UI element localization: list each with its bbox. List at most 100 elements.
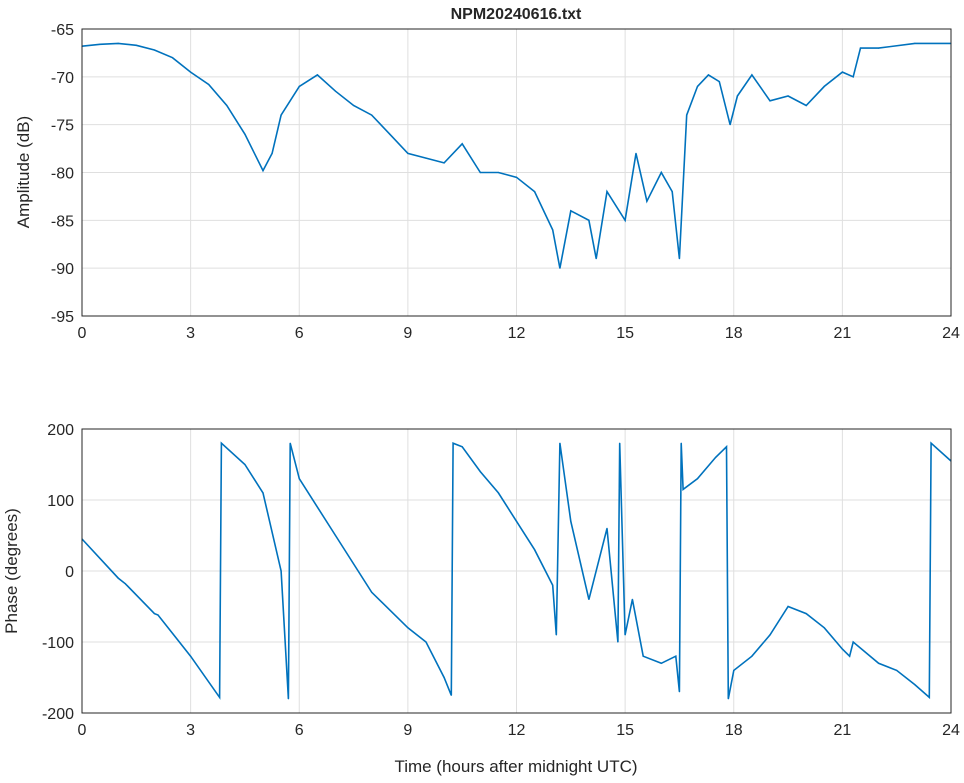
data-point [244, 463, 246, 466]
amplitude-ylabel: Amplitude (dB) [14, 116, 33, 228]
data-point [841, 648, 843, 650]
data-point [642, 655, 644, 657]
data-point [117, 577, 119, 579]
data-point [124, 583, 127, 585]
data-point [298, 85, 300, 87]
data-point [298, 478, 300, 480]
data-point [928, 696, 930, 698]
data-point [787, 95, 789, 97]
x-tick-label: 0 [78, 325, 87, 342]
data-point [588, 219, 590, 221]
data-point [117, 42, 119, 44]
data-point [725, 446, 728, 448]
axes-box [81, 428, 952, 714]
y-tick-label: -80 [51, 166, 74, 183]
data-point [896, 669, 898, 672]
x-tick-label: 3 [186, 325, 195, 342]
data-point [823, 85, 825, 87]
data-point [244, 133, 246, 135]
y-tick-label: 100 [47, 493, 74, 510]
x-tick-label: 21 [833, 722, 851, 739]
data-point [769, 100, 771, 102]
data-point [287, 698, 289, 700]
data-point [461, 446, 463, 448]
data-point [682, 488, 684, 490]
chart-title: NPM20240616.txt [451, 6, 582, 23]
y-tick-label: -90 [51, 261, 74, 278]
data-point [678, 258, 681, 260]
data-point [555, 634, 557, 636]
data-point [534, 191, 536, 193]
y-tick-label: -65 [51, 22, 74, 39]
data-point [407, 627, 409, 629]
data-point [425, 641, 427, 643]
data-point [497, 171, 499, 174]
y-tick-label: -70 [51, 70, 74, 87]
data-point [552, 229, 554, 231]
data-point [479, 471, 481, 473]
data-point [678, 691, 681, 693]
data-point [715, 456, 717, 458]
x-tick-label: 0 [78, 722, 87, 739]
y-tick-label: -75 [51, 118, 74, 135]
data-point [914, 42, 916, 44]
data-point [515, 520, 518, 522]
data-point [280, 114, 282, 116]
phase-axes: 0 3 6 9 12 15 18 21 24 -200 -100 0 100 200 [42, 422, 960, 739]
data-point [787, 605, 789, 608]
x-tick-label: 15 [616, 722, 634, 739]
y-tick-label: 200 [47, 422, 74, 439]
data-point [443, 676, 445, 679]
data-point [635, 152, 637, 154]
data-point [751, 655, 753, 657]
x-tick-label: 6 [295, 325, 304, 342]
x-tick-label: 9 [403, 722, 412, 739]
data-point [660, 171, 662, 174]
data-point [559, 442, 561, 444]
data-point [534, 549, 536, 551]
data-point [841, 71, 843, 73]
series-line-amplitude [81, 42, 951, 269]
data-point [280, 570, 282, 572]
y-tick-label: -85 [51, 213, 74, 230]
data-point [452, 442, 454, 444]
data-point [262, 169, 264, 172]
data-point [190, 655, 192, 657]
data-point [190, 71, 192, 73]
x-tick-label: 12 [508, 722, 526, 739]
data-point [707, 74, 710, 76]
data-point [371, 591, 373, 593]
data-point [805, 613, 807, 615]
data-point [515, 176, 518, 178]
data-point [751, 74, 753, 76]
data-point [135, 44, 137, 46]
data-point [849, 655, 851, 657]
data-point [727, 698, 729, 700]
data-point [675, 655, 677, 657]
data-point [461, 143, 463, 145]
data-point [852, 76, 854, 78]
data-point [671, 191, 673, 193]
data-point [619, 442, 621, 444]
data-point [218, 696, 221, 698]
data-point [733, 669, 735, 672]
data-point [805, 104, 807, 107]
data-point [660, 662, 662, 664]
x-tick-label: 21 [833, 325, 851, 342]
x-tick-label: 3 [186, 722, 195, 739]
x-tick-label: 24 [942, 325, 960, 342]
data-point [736, 95, 738, 97]
axes-box [81, 28, 952, 317]
data-point [171, 57, 174, 59]
data-point [208, 83, 210, 86]
data-point [617, 641, 619, 643]
data-point [226, 104, 228, 107]
data-point [425, 157, 427, 159]
x-tick-label: 18 [725, 722, 743, 739]
data-point [877, 47, 880, 49]
data-point [443, 162, 445, 164]
data-point [153, 613, 156, 615]
data-point [552, 584, 554, 586]
data-point [289, 442, 291, 444]
data-point [859, 47, 862, 49]
